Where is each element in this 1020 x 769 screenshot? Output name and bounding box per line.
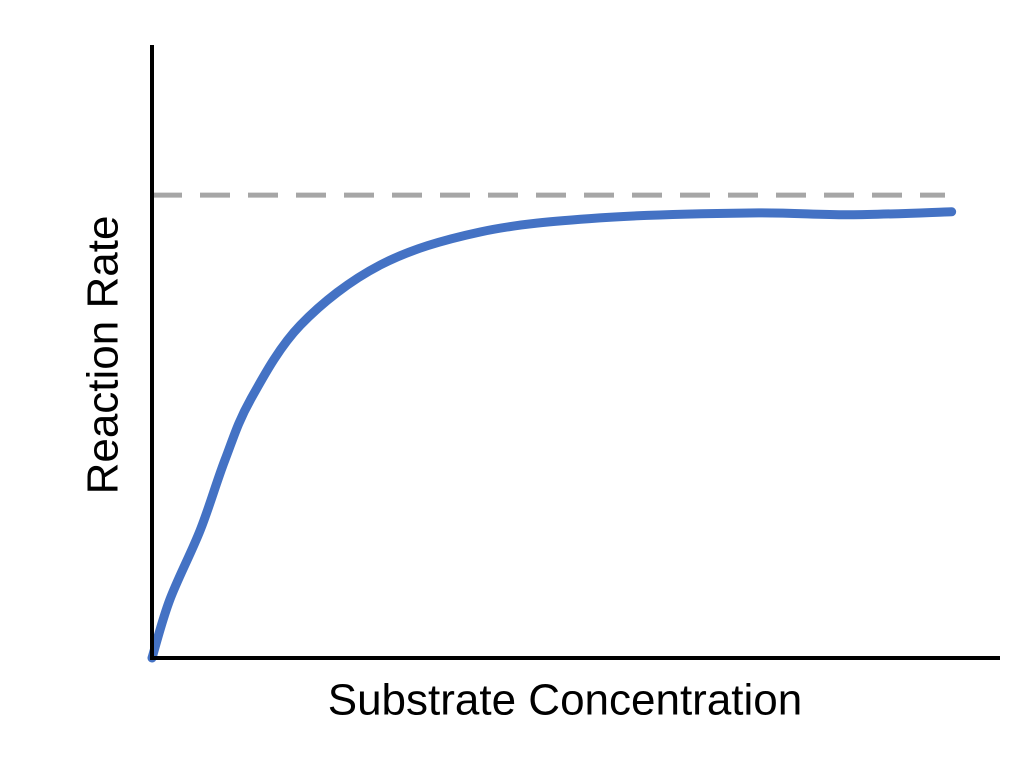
y-axis-label: Reaction Rate (79, 216, 128, 495)
x-axis-label: Substrate Concentration (328, 676, 803, 725)
curve (147, 207, 957, 663)
